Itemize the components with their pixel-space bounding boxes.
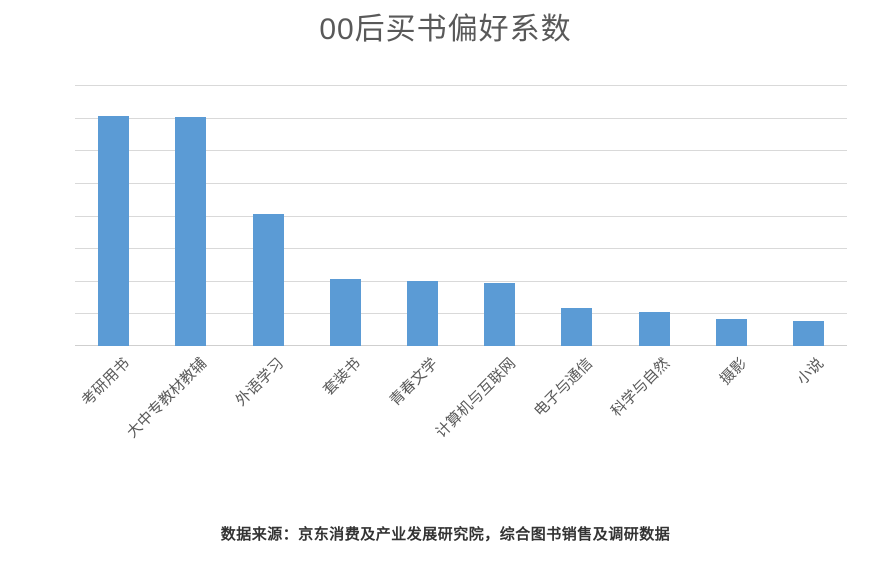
gridline xyxy=(75,118,847,119)
x-axis-label-青春文学: 青春文学 xyxy=(386,355,442,410)
x-axis-line xyxy=(75,345,847,346)
bar-大中专教材教辅 xyxy=(175,117,206,346)
x-axis-label-科学与自然: 科学与自然 xyxy=(607,355,674,421)
bar-电子与通信 xyxy=(561,308,592,346)
source-note: 数据来源：京东消费及产业发展研究院，综合图书销售及调研数据 xyxy=(220,526,671,543)
bar-计算机与互联网 xyxy=(484,283,515,346)
gridline xyxy=(75,216,847,217)
x-axis-label-外语学习: 外语学习 xyxy=(232,355,288,410)
bar-套装书 xyxy=(330,279,361,346)
x-axis-label-摄影: 摄影 xyxy=(716,355,751,389)
gridline xyxy=(75,248,847,249)
plot-area xyxy=(75,85,847,346)
x-axis-label-套装书: 套装书 xyxy=(320,355,365,399)
gridline xyxy=(75,313,847,314)
x-axis-label-大中专教材教辅: 大中专教材教辅 xyxy=(123,355,211,442)
bar-科学与自然 xyxy=(639,312,670,346)
x-axis-label-计算机与互联网: 计算机与互联网 xyxy=(432,355,520,442)
bar-摄影 xyxy=(716,319,747,346)
bar-考研用书 xyxy=(98,116,129,346)
x-axis-label-考研用书: 考研用书 xyxy=(78,355,134,410)
gridline xyxy=(75,150,847,151)
gridline xyxy=(75,85,847,86)
gridline xyxy=(75,281,847,282)
chart-title: 00后买书偏好系数 xyxy=(319,13,572,46)
bar-青春文学 xyxy=(407,281,438,346)
gridline xyxy=(75,183,847,184)
x-axis-label-小说: 小说 xyxy=(793,355,828,389)
bar-小说 xyxy=(793,321,824,346)
bar-外语学习 xyxy=(253,214,284,346)
x-axis-label-电子与通信: 电子与通信 xyxy=(530,355,597,421)
